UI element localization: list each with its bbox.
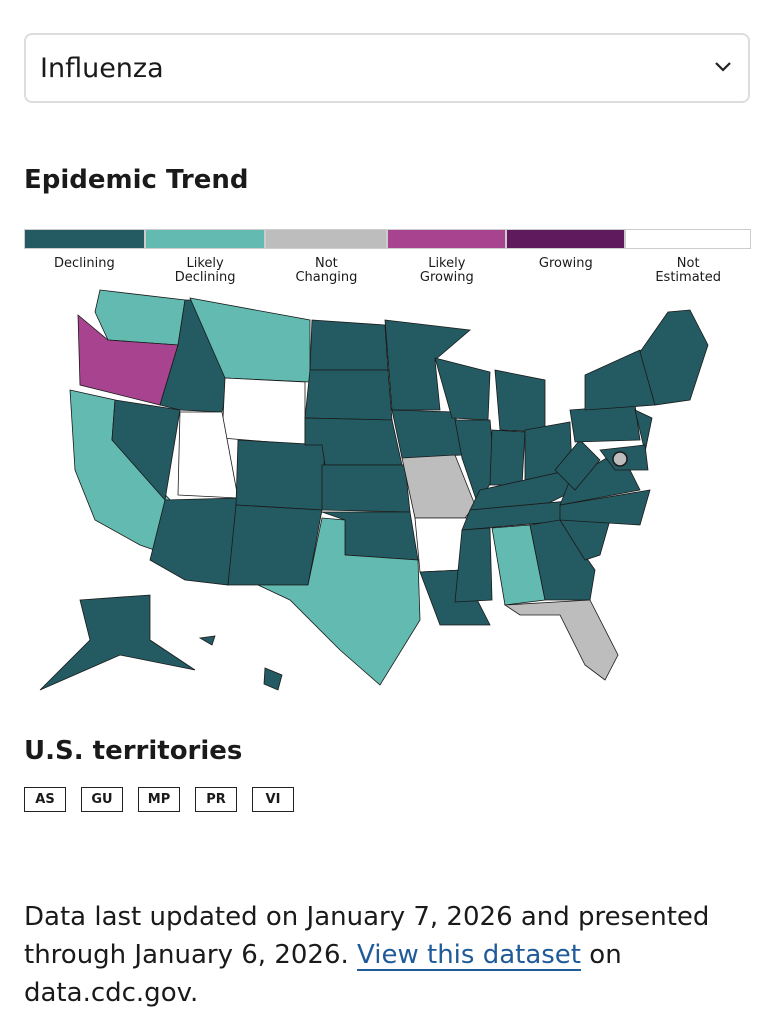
state [257, 517, 421, 686]
legend-item: Likely Declining [144, 229, 266, 285]
state [384, 319, 471, 411]
legend-label: Declining [54, 256, 115, 271]
footer-text: on data.cdc.gov. [24, 940, 622, 1008]
state [554, 439, 601, 491]
legend-swatch [387, 229, 507, 249]
us-map [39, 289, 709, 691]
state [321, 464, 411, 513]
legend-swatch [506, 229, 626, 249]
dataset-link[interactable]: View this dataset [357, 940, 582, 970]
territory-button[interactable]: GU [81, 787, 123, 812]
state [454, 527, 493, 603]
footer-text: Data last updated on January 7, 2026 and… [24, 902, 710, 970]
territories: AS GU MP PR VI [24, 787, 294, 812]
state [634, 409, 653, 453]
legend-item: Growing [506, 229, 626, 285]
territories-title: U.S. territories [24, 736, 243, 766]
legend-label: Not Estimated [655, 256, 722, 285]
state [489, 429, 526, 486]
state [569, 404, 641, 443]
legend-swatch [625, 229, 751, 249]
state [235, 439, 326, 511]
state [503, 599, 619, 681]
state [39, 594, 196, 691]
legend-label: Likely Growing [419, 256, 474, 285]
state [227, 504, 323, 586]
footer-text: Data last updated on January 7, 2026 and… [24, 898, 724, 1012]
state [263, 667, 283, 691]
territory-button[interactable]: AS [24, 787, 66, 812]
state [639, 309, 709, 406]
heading: Epidemic Trend [24, 165, 249, 195]
legend-swatch [24, 229, 145, 249]
legend-item: Likely Growing [387, 229, 507, 285]
legend: Declining Likely Declining Not Changing Lik… [24, 229, 751, 285]
legend-label: Not Changing [295, 256, 358, 285]
state [221, 377, 306, 446]
state [94, 289, 186, 346]
state [198, 635, 216, 646]
legend-swatch [144, 229, 266, 249]
legend-swatch [265, 229, 388, 249]
territory-button[interactable]: PR [195, 787, 237, 812]
territory-button[interactable]: VI [252, 787, 294, 812]
legend-label: Likely Declining [174, 256, 236, 285]
legend-item: Declining [24, 229, 145, 285]
state [559, 489, 651, 526]
state [419, 569, 491, 626]
dropdown-value: Influenza [40, 53, 164, 84]
dropdown[interactable]: Influenza [24, 33, 750, 103]
territory-button[interactable]: MP [138, 787, 180, 812]
chevron-icon [715, 62, 731, 72]
state [149, 497, 239, 586]
legend-item: Not Changing [265, 229, 388, 285]
state [309, 319, 389, 371]
state [304, 369, 393, 421]
state [494, 369, 546, 433]
state [529, 519, 596, 601]
state [434, 357, 491, 421]
dc-marker [612, 451, 628, 467]
legend-label: Growing [538, 256, 593, 271]
legend-item: Not Estimated [625, 229, 751, 285]
